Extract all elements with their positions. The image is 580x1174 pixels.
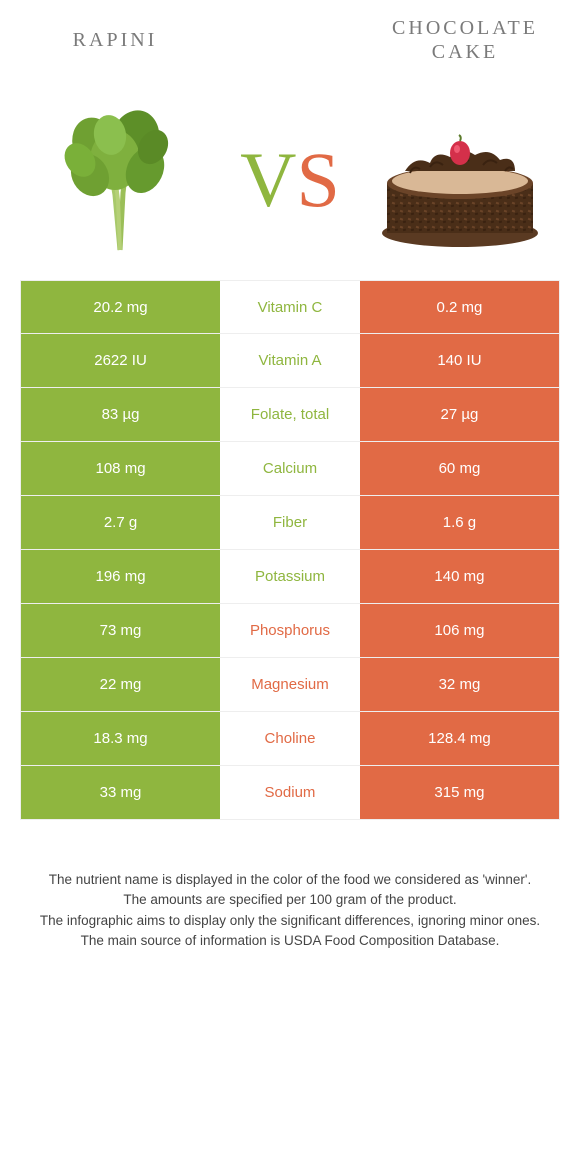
table-row: 22 mgMagnesium32 mg xyxy=(20,658,560,712)
footnote-line: The infographic aims to display only the… xyxy=(30,911,550,931)
table-row: 18.3 mgCholine128.4 mg xyxy=(20,712,560,766)
cell-nutrient-name: Vitamin A xyxy=(220,334,360,387)
footnote-line: The amounts are specified per 100 gram o… xyxy=(30,890,550,910)
cell-right-value: 315 mg xyxy=(360,766,559,819)
rapini-image xyxy=(20,105,220,255)
cell-nutrient-name: Fiber xyxy=(220,496,360,549)
nutrient-table: 20.2 mgVitamin C0.2 mg2622 IUVitamin A14… xyxy=(0,280,580,840)
footnotes: The nutrient name is displayed in the co… xyxy=(0,840,580,991)
footnote-line: The nutrient name is displayed in the co… xyxy=(30,870,550,890)
cell-right-value: 0.2 mg xyxy=(360,281,559,333)
cake-image xyxy=(360,105,560,255)
footnote-line: The main source of information is USDA F… xyxy=(30,931,550,951)
cell-left-value: 196 mg xyxy=(21,550,220,603)
table-row: 2.7 gFiber1.6 g xyxy=(20,496,560,550)
table-row: 83 µgFolate, total27 µg xyxy=(20,388,560,442)
rapini-icon xyxy=(45,105,195,255)
cell-left-value: 2.7 g xyxy=(21,496,220,549)
table-row: 33 mgSodium315 mg xyxy=(20,766,560,820)
title-right-line2: CAKE xyxy=(432,41,498,63)
table-row: 196 mgPotassium140 mg xyxy=(20,550,560,604)
cell-left-value: 2622 IU xyxy=(21,334,220,387)
title-right: CHOCOLATE CAKE xyxy=(350,16,580,64)
cell-nutrient-name: Calcium xyxy=(220,442,360,495)
cell-left-value: 33 mg xyxy=(21,766,220,819)
cell-nutrient-name: Folate, total xyxy=(220,388,360,441)
chocolate-cake-icon xyxy=(375,105,545,255)
cell-left-value: 83 µg xyxy=(21,388,220,441)
cell-nutrient-name: Magnesium xyxy=(220,658,360,711)
cell-right-value: 60 mg xyxy=(360,442,559,495)
table-row: 20.2 mgVitamin C0.2 mg xyxy=(20,280,560,334)
header: RAPINI CHOCOLATE CAKE xyxy=(0,0,580,80)
vs-v: V xyxy=(240,136,296,223)
cell-nutrient-name: Vitamin C xyxy=(220,281,360,333)
title-left: RAPINI xyxy=(0,28,230,52)
cell-nutrient-name: Phosphorus xyxy=(220,604,360,657)
cell-right-value: 1.6 g xyxy=(360,496,559,549)
cell-nutrient-name: Choline xyxy=(220,712,360,765)
cell-left-value: 18.3 mg xyxy=(21,712,220,765)
cell-left-value: 108 mg xyxy=(21,442,220,495)
hero: VS xyxy=(0,80,580,280)
title-right-line1: CHOCOLATE xyxy=(392,17,538,39)
cell-right-value: 140 IU xyxy=(360,334,559,387)
table-row: 73 mgPhosphorus106 mg xyxy=(20,604,560,658)
vs-s: S xyxy=(296,136,339,223)
cell-left-value: 22 mg xyxy=(21,658,220,711)
vs-label: VS xyxy=(220,135,360,225)
table-row: 108 mgCalcium60 mg xyxy=(20,442,560,496)
cell-right-value: 32 mg xyxy=(360,658,559,711)
cell-nutrient-name: Potassium xyxy=(220,550,360,603)
cell-nutrient-name: Sodium xyxy=(220,766,360,819)
cell-right-value: 106 mg xyxy=(360,604,559,657)
cell-left-value: 73 mg xyxy=(21,604,220,657)
table-row: 2622 IUVitamin A140 IU xyxy=(20,334,560,388)
cell-right-value: 27 µg xyxy=(360,388,559,441)
cell-right-value: 128.4 mg xyxy=(360,712,559,765)
cell-right-value: 140 mg xyxy=(360,550,559,603)
cell-left-value: 20.2 mg xyxy=(21,281,220,333)
